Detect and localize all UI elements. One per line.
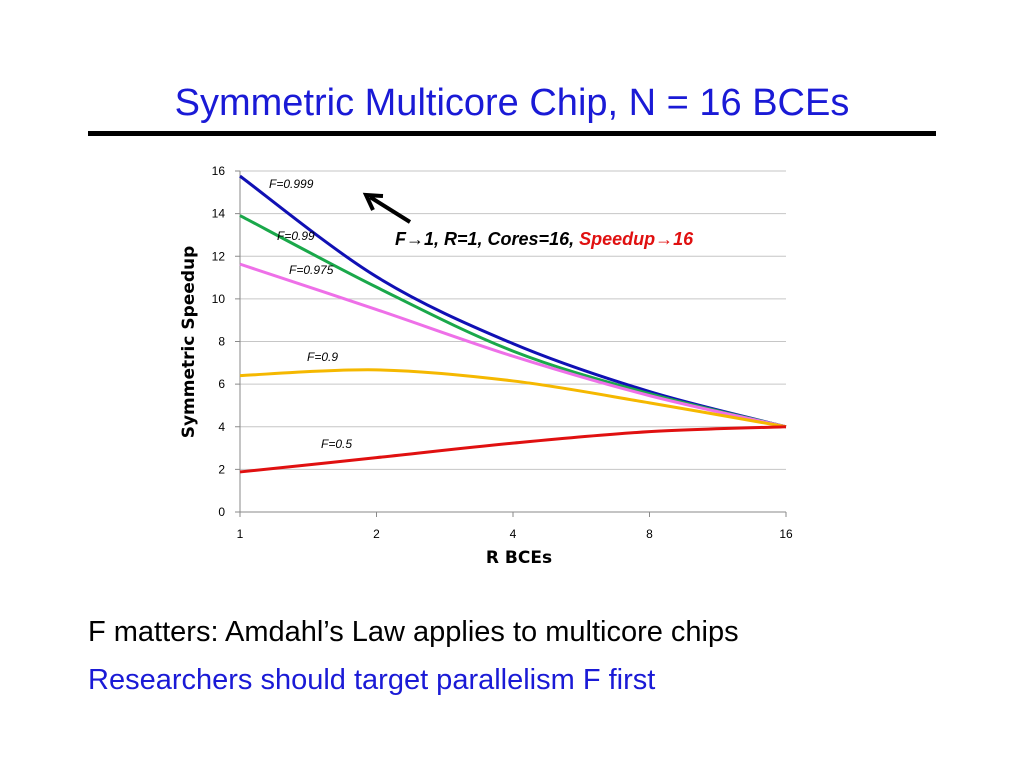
bullet-text-2: Researchers should target parallelism F …: [88, 664, 656, 696]
y-tick-label: 6: [218, 377, 225, 391]
y-tick-label: 16: [212, 164, 226, 178]
annotation-text-red: Speedup→16: [579, 229, 694, 249]
y-tick-label: 0: [218, 505, 225, 519]
y-tick-label: 8: [218, 335, 225, 349]
chart-gridlines: [240, 170, 786, 470]
y-tick-label: 10: [212, 292, 226, 306]
chart-series: [239, 174, 787, 474]
series-label: F=0.9: [307, 350, 338, 364]
series-label: F=0.5: [321, 437, 352, 451]
bullet-text-1: F matters: Amdahl’s Law applies to multi…: [88, 616, 739, 648]
y-tick-label: 12: [212, 249, 226, 263]
x-tick-label: 1: [237, 527, 244, 541]
annotation-text-black: F→1, R=1, Cores=16,: [395, 229, 579, 249]
title-divider: [88, 131, 936, 136]
x-tick-label: 8: [646, 527, 653, 541]
y-axis-title: Symmetric Speedup: [179, 246, 199, 439]
series-label: F=0.975: [289, 263, 334, 277]
x-tick-label: 2: [373, 527, 380, 541]
y-tick-label: 14: [212, 207, 226, 221]
x-tick-label: 16: [779, 527, 793, 541]
x-tick-label: 4: [510, 527, 517, 541]
y-tick-label: 2: [218, 462, 225, 476]
series-label: F=0.99: [277, 229, 315, 243]
arrow-up-left-icon: [362, 192, 412, 224]
y-tick-label: 4: [218, 420, 225, 434]
series-line: [239, 368, 787, 429]
chart-series-labels: F=0.999 F=0.99 F=0.975 F=0.9 F=0.5: [269, 177, 352, 451]
series-line: [239, 425, 787, 474]
x-axis-title: R BCEs: [486, 548, 552, 568]
series-label: F=0.999: [269, 177, 314, 191]
chart-annotation: F→1, R=1, Cores=16, Speedup→16: [395, 229, 694, 249]
slide-title: Symmetric Multicore Chip, N = 16 BCEs: [174, 82, 850, 124]
series-line: [239, 262, 787, 429]
